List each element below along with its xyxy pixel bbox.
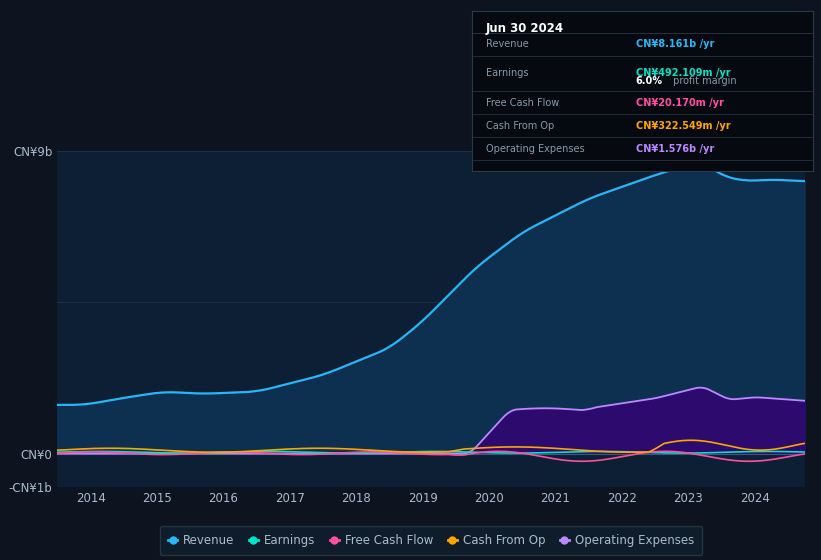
Text: CN¥1.576b /yr: CN¥1.576b /yr xyxy=(635,144,714,154)
Text: Cash From Op: Cash From Op xyxy=(486,121,554,130)
Text: CN¥20.170m /yr: CN¥20.170m /yr xyxy=(635,97,723,108)
Text: Earnings: Earnings xyxy=(486,68,528,78)
Text: Free Cash Flow: Free Cash Flow xyxy=(486,97,559,108)
Text: CN¥322.549m /yr: CN¥322.549m /yr xyxy=(635,121,730,130)
Legend: Revenue, Earnings, Free Cash Flow, Cash From Op, Operating Expenses: Revenue, Earnings, Free Cash Flow, Cash … xyxy=(159,526,703,555)
Text: CN¥8.161b /yr: CN¥8.161b /yr xyxy=(635,39,714,49)
Text: Operating Expenses: Operating Expenses xyxy=(486,144,585,154)
Text: CN¥492.109m /yr: CN¥492.109m /yr xyxy=(635,68,730,78)
Text: profit margin: profit margin xyxy=(670,76,736,86)
Text: 6.0%: 6.0% xyxy=(635,76,663,86)
Text: Revenue: Revenue xyxy=(486,39,529,49)
Text: Jun 30 2024: Jun 30 2024 xyxy=(486,22,564,35)
